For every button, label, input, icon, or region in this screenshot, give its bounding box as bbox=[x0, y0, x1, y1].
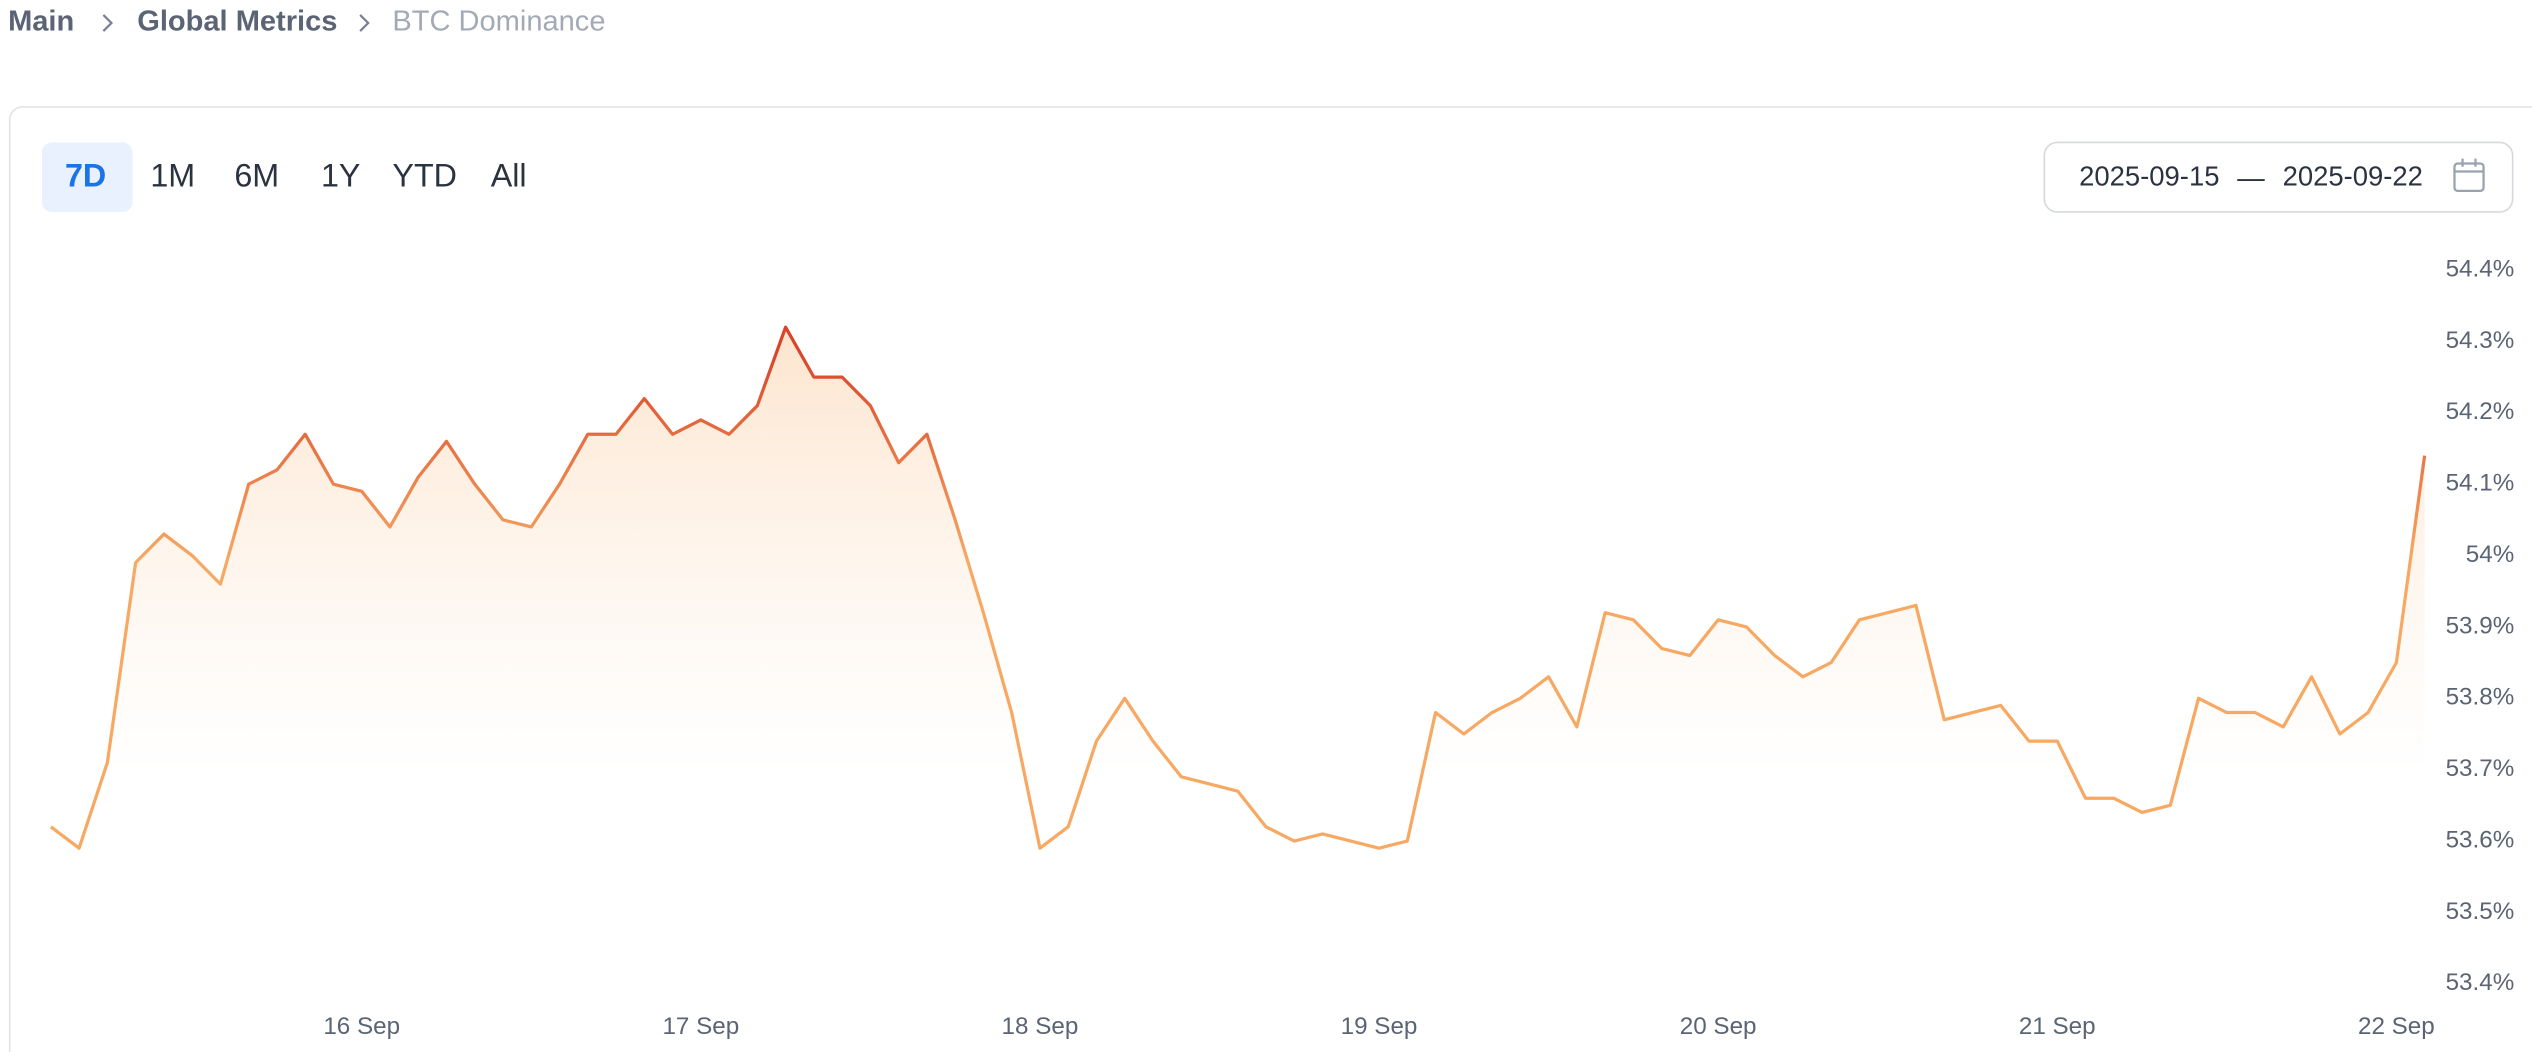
range-buttons: 7D 1M 6M 1Y YTD All bbox=[41, 142, 527, 212]
range-button[interactable]: 1M bbox=[150, 158, 195, 194]
range-label: 6M bbox=[234, 158, 279, 194]
range-button[interactable]: 6M bbox=[234, 158, 279, 194]
range-button[interactable]: All bbox=[491, 158, 527, 194]
range-label: 1M bbox=[150, 158, 195, 194]
chevron bbox=[102, 14, 114, 32]
x-tick-label: 22 Sep bbox=[2358, 1013, 2435, 1040]
date-picker[interactable]: 2025-09-15 — 2025-09-22 bbox=[2043, 141, 2514, 213]
breadcrumb-item[interactable]: Global Metrics bbox=[137, 6, 337, 38]
calendar-icon bbox=[2453, 158, 2485, 193]
range-button-bg bbox=[41, 142, 133, 212]
range-label: 1Y bbox=[321, 158, 361, 194]
date-separator: — bbox=[2237, 162, 2265, 193]
breadcrumb-item: BTC Dominance bbox=[392, 6, 605, 38]
y-tick-label: 54.3% bbox=[2446, 327, 2515, 354]
x-tick-label: 17 Sep bbox=[662, 1013, 739, 1040]
breadcrumb-item[interactable]: Main bbox=[8, 6, 74, 38]
y-tick-label: 53.8% bbox=[2446, 684, 2515, 711]
y-tick-label: 53.7% bbox=[2446, 755, 2515, 782]
range-label: All bbox=[491, 158, 527, 194]
breadcrumb: Main Global Metrics BTC Dominance bbox=[8, 6, 605, 38]
line bbox=[49, 325, 2427, 850]
y-tick-label: 53.4% bbox=[2446, 969, 2515, 996]
x-tick-label: 21 Sep bbox=[2019, 1013, 2096, 1040]
plot: 53.4% 53.5% 53.6% 53.7% 53.8% 53.9% 54% 54.1% 54… bbox=[49, 255, 2515, 1040]
y-tick-label: 53.5% bbox=[2446, 898, 2515, 925]
x-tick-label: 19 Sep bbox=[1341, 1013, 1418, 1040]
range-label: 7D bbox=[65, 158, 106, 194]
y-tick-label: 54.1% bbox=[2446, 470, 2515, 497]
range-button[interactable]: 7D bbox=[41, 142, 133, 212]
chevron bbox=[359, 14, 370, 32]
y-tick-label: 54.2% bbox=[2446, 398, 2515, 425]
range-button[interactable]: YTD bbox=[392, 158, 457, 194]
x-tick-label: 16 Sep bbox=[323, 1013, 400, 1040]
y-tick-label: 54% bbox=[2466, 541, 2514, 568]
y-tick-label: 53.9% bbox=[2446, 612, 2515, 639]
date-box[interactable] bbox=[2043, 141, 2514, 213]
y-tick-label: 54.4% bbox=[2446, 255, 2515, 282]
x-tick-label: 20 Sep bbox=[1680, 1013, 1757, 1040]
area bbox=[50, 327, 2425, 984]
date-end: 2025-09-22 bbox=[2283, 160, 2423, 191]
y-tick-label: 53.6% bbox=[2446, 826, 2515, 853]
range-label: YTD bbox=[392, 158, 457, 194]
x-tick-label: 18 Sep bbox=[1002, 1013, 1079, 1040]
date-start: 2025-09-15 bbox=[2079, 160, 2219, 191]
range-button[interactable]: 1Y bbox=[321, 158, 361, 194]
